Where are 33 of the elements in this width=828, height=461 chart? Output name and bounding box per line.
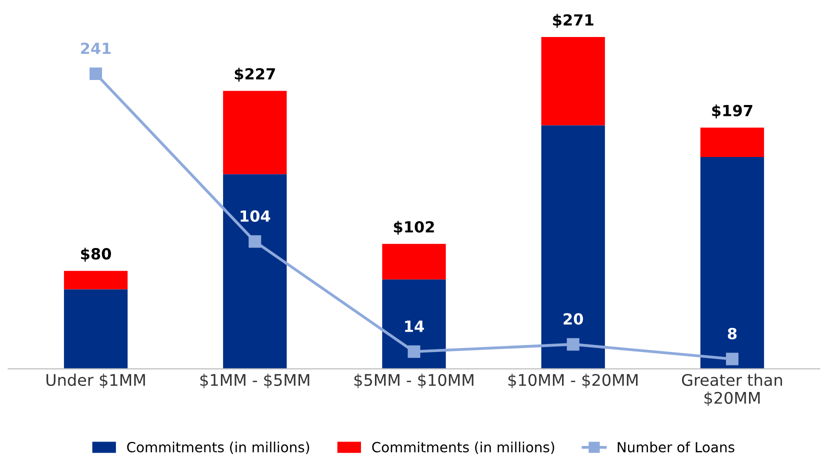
x-tick-label: $10MM - $20MM (508, 374, 638, 388)
bar (541, 125, 605, 369)
bar (382, 279, 446, 369)
bar (700, 157, 764, 369)
x-tick-label: Under $1MM (46, 374, 145, 388)
total-label: $197 (712, 104, 752, 118)
data-label: 20 (564, 313, 584, 325)
x-tick-label: $5MM - $10MM (354, 374, 474, 388)
bar (64, 289, 128, 369)
point (248, 235, 262, 248)
data-label: 241 (81, 42, 111, 54)
total-label: $271 (553, 14, 594, 28)
point (566, 338, 580, 351)
bar (223, 174, 287, 369)
total-label: $102 (394, 220, 434, 235)
bar (223, 90, 287, 174)
legend-label: Commitments (in millions) (372, 442, 554, 454)
bar (541, 37, 605, 126)
bar (382, 244, 446, 280)
legend-label: Commitments (in millions) (127, 442, 310, 454)
total-label: $80 (81, 248, 112, 262)
data-label: 14 (405, 320, 424, 332)
point (90, 68, 102, 80)
x-tick-label: $1MM - $5MM (200, 374, 310, 388)
point (408, 345, 420, 358)
total-label: $227 (234, 68, 275, 82)
data-label: 8 (728, 328, 737, 340)
bar (64, 270, 128, 290)
data-label: 104 (240, 210, 270, 222)
bar (700, 128, 764, 158)
point (726, 352, 738, 366)
legend-label: Number of Loans (618, 442, 734, 452)
x-tick-label: Greater than $20MM (682, 374, 782, 406)
